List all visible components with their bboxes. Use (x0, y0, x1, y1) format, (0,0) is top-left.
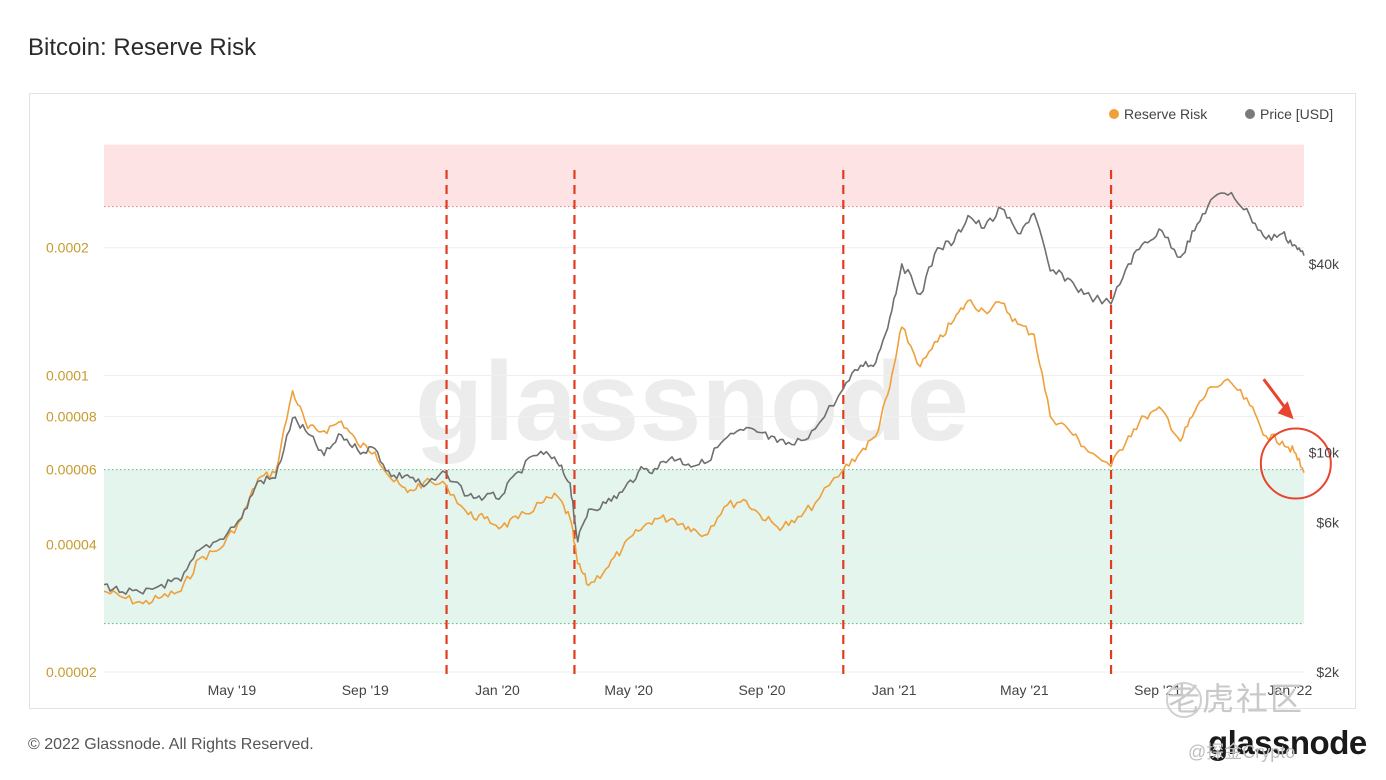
x-axis-tick-label: May '19 (208, 682, 257, 698)
left-axis-tick-label: 0.0002 (46, 240, 89, 256)
highlight-arrow-shaft (1262, 378, 1289, 413)
x-axis-tick-label: Sep '19 (342, 682, 389, 698)
left-axis-tick-label: 0.00006 (46, 462, 97, 478)
left-axis-tick-label: 0.00004 (46, 536, 97, 552)
x-axis-tick-label: Jan '22 (1268, 682, 1313, 698)
x-axis-tick-label: Sep '20 (738, 682, 785, 698)
right-axis-tick-label: $6k (1316, 514, 1340, 530)
community-watermark: 老虎社区 (1168, 681, 1305, 717)
highlight-circle (1259, 427, 1332, 500)
community-logo-icon (1166, 682, 1202, 718)
high-risk-zone-band (104, 144, 1304, 207)
right-axis-tick-label: $2k (1316, 664, 1340, 680)
author-handle: @探金Crypto (1188, 742, 1296, 762)
price-line (103, 191, 1305, 595)
legend-entry[interactable]: Price [USD] (1245, 106, 1333, 122)
page-title: Bitcoin: Reserve Risk (28, 34, 257, 61)
x-axis-tick-label: May '21 (1000, 682, 1049, 698)
glassnode-logo: glassnode (1208, 724, 1367, 761)
chart-watermark: glassnode (415, 339, 969, 464)
chart-frame (29, 93, 1356, 709)
reserve-risk-line (103, 299, 1305, 605)
legend-label: Price [USD] (1260, 106, 1333, 122)
left-axis-tick-label: 0.0001 (46, 367, 89, 383)
footer-copyright: © 2022 Glassnode. All Rights Reserved. (28, 736, 314, 753)
low-risk-zone-band (104, 469, 1304, 624)
x-axis-tick-label: Jan '20 (475, 682, 520, 698)
right-axis-tick-label: $10k (1309, 445, 1340, 461)
x-axis-tick-label: May '20 (604, 682, 653, 698)
legend-entry[interactable]: Reserve Risk (1109, 106, 1208, 122)
legend-label: Reserve Risk (1124, 106, 1208, 122)
left-axis-tick-label: 0.00002 (46, 664, 97, 680)
legend-swatch (1245, 109, 1255, 119)
x-axis-tick-label: Jan '21 (872, 682, 917, 698)
right-axis-tick-label: $40k (1309, 256, 1340, 272)
highlight-arrow-head (1277, 401, 1294, 420)
legend-swatch (1109, 109, 1119, 119)
left-axis-tick-label: 0.00008 (46, 409, 97, 425)
